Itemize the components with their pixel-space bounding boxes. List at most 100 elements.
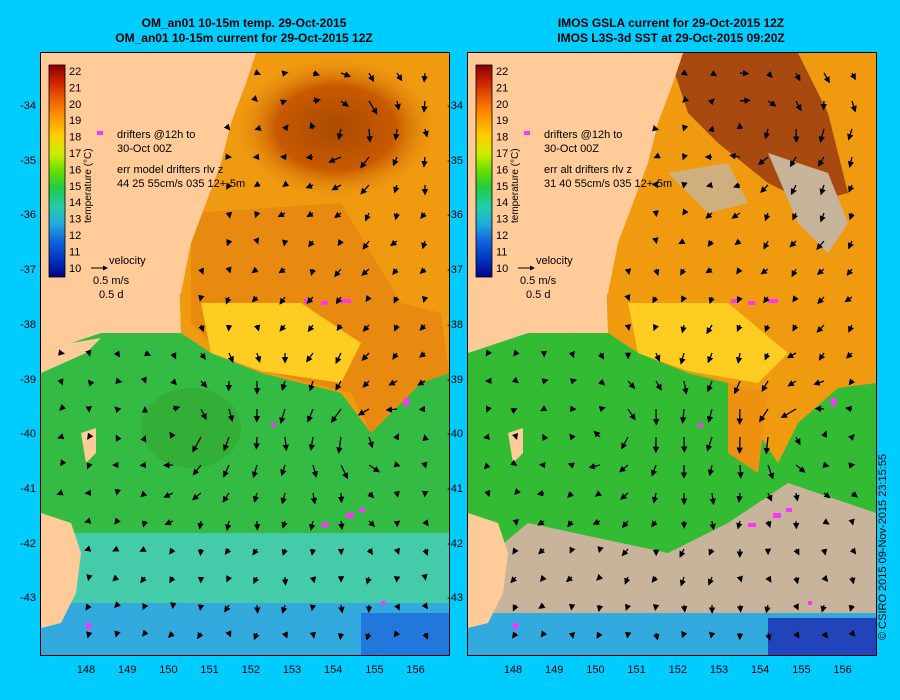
current-arrow <box>392 156 399 167</box>
current-arrow <box>335 380 342 391</box>
current-arrow <box>389 239 398 247</box>
credit-text: © CSIRO 2015 09-Nov-2015 23:15:55 <box>877 453 889 640</box>
right-err-line1: err alt drifters rlv z <box>544 164 632 176</box>
current-arrow <box>85 349 92 357</box>
current-arrow <box>653 152 661 159</box>
current-arrow <box>227 352 234 363</box>
current-arrow <box>114 630 121 638</box>
current-arrow <box>813 379 825 386</box>
current-arrow <box>596 631 603 639</box>
current-arrow <box>620 492 629 500</box>
current-arrow <box>792 295 799 303</box>
y-tick-label: -41 <box>447 482 463 495</box>
current-arrow <box>393 324 400 332</box>
current-arrow <box>422 632 429 640</box>
current-arrow <box>567 462 575 469</box>
current-arrow <box>163 491 174 498</box>
current-arrow <box>361 352 370 361</box>
current-arrow <box>597 352 605 360</box>
current-arrow <box>733 380 741 395</box>
current-arrow <box>385 406 398 413</box>
current-arrow <box>393 461 401 468</box>
current-arrow <box>734 238 742 246</box>
current-arrow <box>816 240 825 250</box>
current-arrow <box>198 324 205 333</box>
left-velocity-duration: 0.5 d <box>99 289 123 301</box>
current-arrow <box>739 69 750 77</box>
current-arrow <box>392 352 399 360</box>
current-arrow <box>708 548 715 556</box>
current-arrow <box>821 430 828 438</box>
current-arrow <box>306 352 314 363</box>
left-map-panel[interactable]: 22 21 20 19 18 17 16 15 14 13 12 11 10 temperature (… <box>40 52 450 656</box>
current-arrow <box>140 490 148 498</box>
current-arrow <box>568 631 576 639</box>
current-arrow <box>653 632 660 641</box>
current-arrow <box>820 548 828 556</box>
current-arrow <box>368 520 376 528</box>
right-colorbar-label: temperature (°C) <box>510 148 521 223</box>
current-arrow <box>820 100 828 111</box>
current-arrow <box>793 492 800 502</box>
current-arrow <box>538 602 546 609</box>
current-arrow <box>421 72 428 83</box>
colorbar-tick-label: 19 <box>496 115 508 127</box>
colorbar-tick-label: 11 <box>496 246 507 258</box>
current-arrow <box>224 604 231 613</box>
current-arrow <box>765 575 772 583</box>
left-err-line1: err model drifters rlv z <box>117 164 223 176</box>
x-tick-label: 156 <box>406 664 425 676</box>
current-arrow <box>420 211 427 220</box>
current-arrow <box>114 601 121 609</box>
current-arrow <box>652 296 659 304</box>
current-arrow <box>115 377 123 384</box>
current-arrow <box>337 492 345 504</box>
current-arrow <box>793 631 800 639</box>
current-arrow <box>680 69 688 76</box>
current-arrow <box>226 182 233 190</box>
current-arrow <box>678 238 686 245</box>
current-arrow <box>761 380 769 392</box>
current-arrow <box>512 547 519 555</box>
current-arrow <box>57 378 64 386</box>
current-arrow <box>139 545 147 552</box>
current-arrow <box>709 631 716 639</box>
current-arrow <box>760 267 769 275</box>
current-arrow <box>735 352 743 364</box>
current-arrow <box>417 379 426 386</box>
current-arrow <box>281 631 288 639</box>
current-arrow <box>334 268 342 278</box>
current-arrow <box>822 461 830 468</box>
right-panel-title: IMOS GSLA current for 29-Oct-2015 12Z IM… <box>467 16 875 46</box>
current-arrow <box>113 350 121 358</box>
current-arrow <box>682 153 689 161</box>
current-arrow <box>112 545 120 552</box>
current-arrow <box>225 266 232 274</box>
current-arrow <box>596 604 604 613</box>
current-arrow <box>739 97 751 104</box>
current-arrow <box>365 294 372 303</box>
current-arrow <box>251 295 259 303</box>
current-arrow <box>793 548 800 556</box>
current-arrow <box>421 100 428 113</box>
current-arrow <box>362 324 370 332</box>
current-arrow <box>850 100 857 113</box>
x-tick-label: 149 <box>118 664 137 676</box>
current-arrow <box>418 405 426 413</box>
current-arrow <box>198 294 205 302</box>
current-arrow <box>624 631 632 639</box>
current-arrow <box>253 632 260 641</box>
current-arrow <box>419 267 427 274</box>
current-arrow <box>331 184 342 191</box>
current-arrow <box>820 604 827 613</box>
right-map-panel[interactable]: 22 21 20 19 18 17 16 15 14 13 12 11 10 temperature (… <box>467 52 877 656</box>
current-arrow <box>764 324 771 333</box>
y-tick-label: -37 <box>20 264 36 277</box>
current-arrow <box>707 576 714 586</box>
current-arrow <box>170 378 177 386</box>
left-colorbar-label: temperature (°C) <box>83 148 94 223</box>
current-arrow <box>787 380 797 387</box>
current-arrow <box>792 603 799 611</box>
current-arrow <box>789 240 797 248</box>
current-arrow <box>422 128 429 138</box>
